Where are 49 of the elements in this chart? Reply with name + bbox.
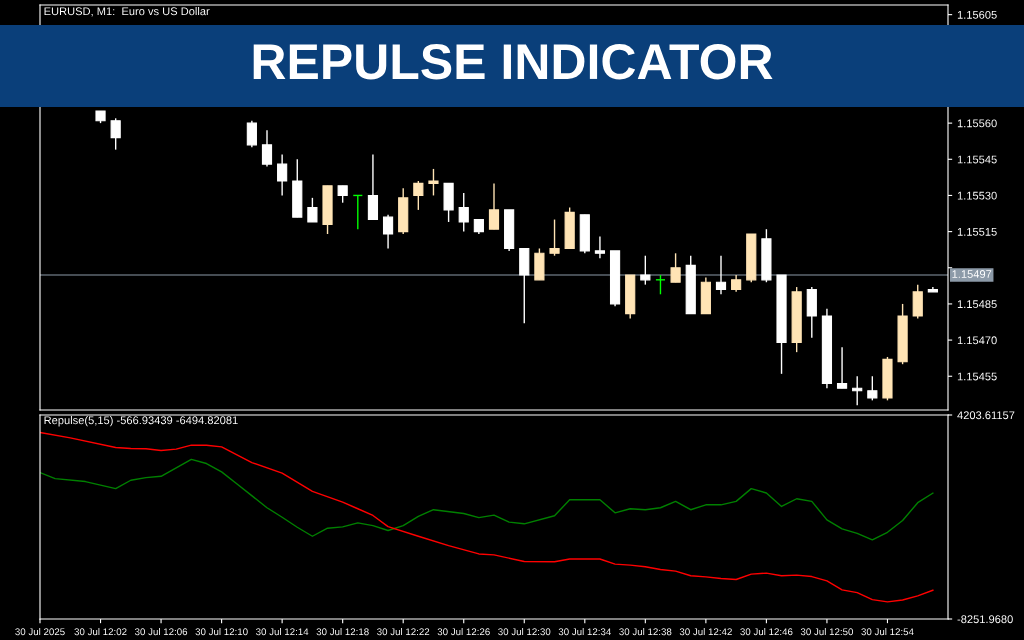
x-tick-label: 30 Jul 12:02 xyxy=(74,628,127,636)
candlestick xyxy=(382,214,394,250)
line-series xyxy=(40,431,934,603)
candlestick xyxy=(640,255,651,286)
x-tick-label: 30 Jul 12:42 xyxy=(679,628,732,636)
x-tick-label: 30 Jul 12:22 xyxy=(377,628,430,636)
x-tick-label: 30 Jul 12:38 xyxy=(619,628,672,636)
y-tick-label: 4203.61157 xyxy=(957,411,1015,420)
y-tick-label: 1.15560 xyxy=(957,119,997,128)
x-tick-label: 30 Jul 12:46 xyxy=(740,628,793,636)
y-tick-label: 1.15530 xyxy=(957,191,997,200)
y-tick-label: 1.15485 xyxy=(957,300,997,309)
y-tick-label: 1.15605 xyxy=(957,10,997,19)
candlestick xyxy=(307,197,318,223)
x-tick-label: 30 Jul 12:26 xyxy=(437,628,490,636)
text: REPULSE INDICATOR xyxy=(253,44,773,80)
candlestick xyxy=(261,129,273,168)
candlestick xyxy=(110,117,121,151)
y-tick-label: 1.15515 xyxy=(957,227,997,236)
y-tick-label: -8251.9680 xyxy=(957,615,1013,624)
candlestick xyxy=(836,346,848,389)
x-tick-label: 30 Jul 12:06 xyxy=(134,628,188,636)
candlestick xyxy=(715,255,727,295)
x-tick-label: 30 Jul 12:54 xyxy=(861,628,914,636)
annotation: Repulse(5,15) -566.93439 -6494.82081 xyxy=(44,416,238,427)
candlestick xyxy=(428,168,439,197)
x-tick-label: 30 Jul 12:50 xyxy=(800,628,854,636)
candlestick xyxy=(594,235,606,259)
x-tick-label: 30 Jul 12:10 xyxy=(195,628,248,636)
candlestick xyxy=(458,192,469,233)
x-tick-label: 30 Jul 12:30 xyxy=(498,628,551,636)
y-tick-label: 1.15545 xyxy=(957,155,997,164)
candlestick xyxy=(549,218,560,257)
candlestick xyxy=(246,120,257,148)
candlestick xyxy=(488,182,500,230)
candlestick xyxy=(413,180,424,211)
candlestick xyxy=(277,153,288,197)
x-tick-label: 30 Jul 12:34 xyxy=(558,628,611,636)
y-tick-label: 1.15470 xyxy=(957,336,997,345)
ref-line-label: 1.15497 xyxy=(952,270,992,278)
y-tick-label: 1.15455 xyxy=(957,372,997,381)
annotation: EURUSD, M1: Euro vs US Dollar xyxy=(44,7,210,17)
x-tick-label: 30 Jul 2025 xyxy=(15,628,65,636)
x-tick-label: 30 Jul 12:18 xyxy=(316,628,369,636)
candlestick xyxy=(670,252,681,283)
candlestick xyxy=(867,375,878,402)
line-series xyxy=(40,458,934,541)
candlestick xyxy=(655,274,666,295)
x-tick-label: 30 Jul 12:14 xyxy=(256,628,309,636)
